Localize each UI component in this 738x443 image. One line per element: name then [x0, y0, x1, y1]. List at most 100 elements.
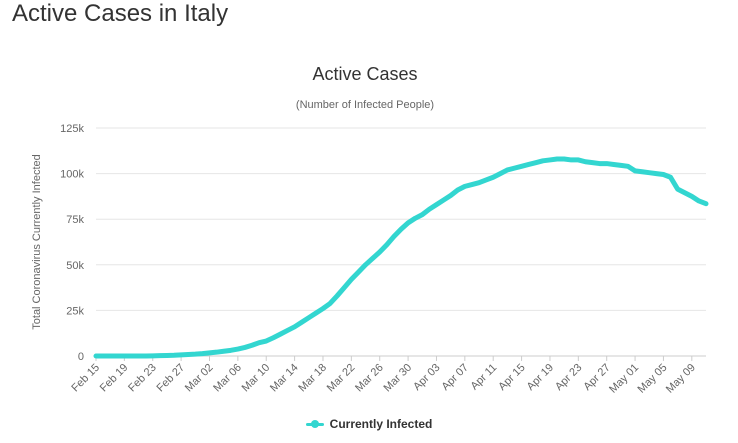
data-point — [215, 350, 219, 354]
data-point — [612, 162, 616, 166]
data-point — [314, 311, 318, 315]
data-point — [413, 216, 417, 220]
data-point — [378, 250, 382, 254]
data-point — [477, 181, 481, 185]
x-tick-label: Mar 30 — [382, 362, 415, 395]
data-point — [534, 161, 538, 165]
x-tick-label: Feb 27 — [155, 362, 188, 395]
data-point — [222, 349, 226, 353]
data-point — [328, 301, 332, 305]
data-point — [371, 256, 375, 260]
x-tick-label: Feb 19 — [98, 362, 131, 395]
data-point — [626, 164, 630, 168]
data-point — [137, 354, 141, 358]
data-point — [406, 221, 410, 225]
chart-title: Active Cases — [312, 64, 417, 84]
data-point — [463, 184, 467, 188]
data-point — [449, 193, 453, 197]
data-point — [356, 270, 360, 274]
x-tick-label: Apr 19 — [525, 362, 556, 393]
data-point — [200, 352, 204, 356]
x-tick-label: Apr 03 — [411, 362, 442, 393]
data-point — [186, 353, 190, 357]
data-point — [278, 332, 282, 336]
data-point — [300, 320, 304, 324]
data-point — [271, 336, 275, 340]
data-point — [654, 172, 658, 176]
data-point — [598, 162, 602, 166]
data-point — [207, 351, 211, 355]
data-point — [151, 354, 155, 358]
data-point — [229, 348, 233, 352]
data-point — [470, 183, 474, 187]
data-point — [250, 343, 254, 347]
data-point — [548, 158, 552, 162]
y-tick-label: 100k — [60, 169, 84, 181]
data-point — [512, 166, 516, 170]
x-tick-label: May 05 — [636, 362, 670, 396]
page-heading: Active Cases in Italy — [12, 0, 229, 27]
data-point — [286, 328, 290, 332]
data-point — [619, 163, 623, 167]
data-point — [158, 354, 162, 358]
data-point — [427, 207, 431, 211]
data-point — [456, 188, 460, 192]
x-tick-label: May 09 — [664, 362, 698, 396]
data-point — [690, 194, 694, 198]
data-point — [562, 157, 566, 161]
data-point — [683, 191, 687, 195]
data-point — [392, 235, 396, 239]
x-tick-label: Apr 15 — [496, 362, 527, 393]
data-point — [264, 339, 268, 343]
data-point — [349, 277, 353, 281]
data-point — [647, 171, 651, 175]
data-point — [676, 187, 680, 191]
legend-item-currently-infected[interactable]: Currently Infected — [305, 417, 432, 431]
legend: Currently Infected — [0, 417, 738, 431]
data-point — [505, 168, 509, 172]
x-tick-label: Feb 23 — [126, 362, 159, 395]
data-point — [704, 202, 708, 206]
data-point — [307, 316, 311, 320]
data-point — [442, 198, 446, 202]
data-point — [115, 354, 119, 358]
data-point — [520, 164, 524, 168]
data-point — [257, 341, 261, 345]
data-point — [605, 162, 609, 166]
data-point — [491, 175, 495, 179]
data-point — [484, 178, 488, 182]
data-point — [661, 173, 665, 177]
data-point — [576, 158, 580, 162]
data-point — [172, 353, 176, 357]
data-point — [193, 352, 197, 356]
data-point — [94, 354, 98, 358]
y-tick-label: 0 — [78, 351, 84, 363]
x-tick-label: Feb 15 — [69, 362, 102, 395]
y-axis-ticks: 0 25k 50k 75k 100k 125k — [60, 123, 84, 363]
data-point — [640, 170, 644, 174]
x-tick-label: May 01 — [607, 362, 641, 396]
data-point — [420, 213, 424, 217]
data-point — [633, 169, 637, 173]
data-point — [399, 227, 403, 231]
data-point — [165, 353, 169, 357]
data-point — [569, 158, 573, 162]
data-point — [243, 345, 247, 349]
data-point — [321, 307, 325, 311]
y-tick-label: 125k — [60, 123, 84, 135]
data-point — [144, 354, 148, 358]
x-tick-label: Apr 23 — [553, 362, 584, 393]
data-point — [236, 347, 240, 351]
x-tick-label: Apr 11 — [469, 362, 500, 393]
y-tick-label: 50k — [66, 260, 84, 272]
data-point — [179, 353, 183, 357]
x-tick-label: Mar 22 — [325, 362, 358, 395]
data-point — [335, 294, 339, 298]
data-point — [108, 354, 112, 358]
data-point — [583, 160, 587, 164]
y-tick-label: 25k — [66, 305, 84, 317]
y-tick-label: 75k — [66, 214, 84, 226]
x-tick-label: Mar 06 — [211, 362, 244, 395]
series-layer — [93, 156, 709, 359]
data-point — [527, 162, 531, 166]
